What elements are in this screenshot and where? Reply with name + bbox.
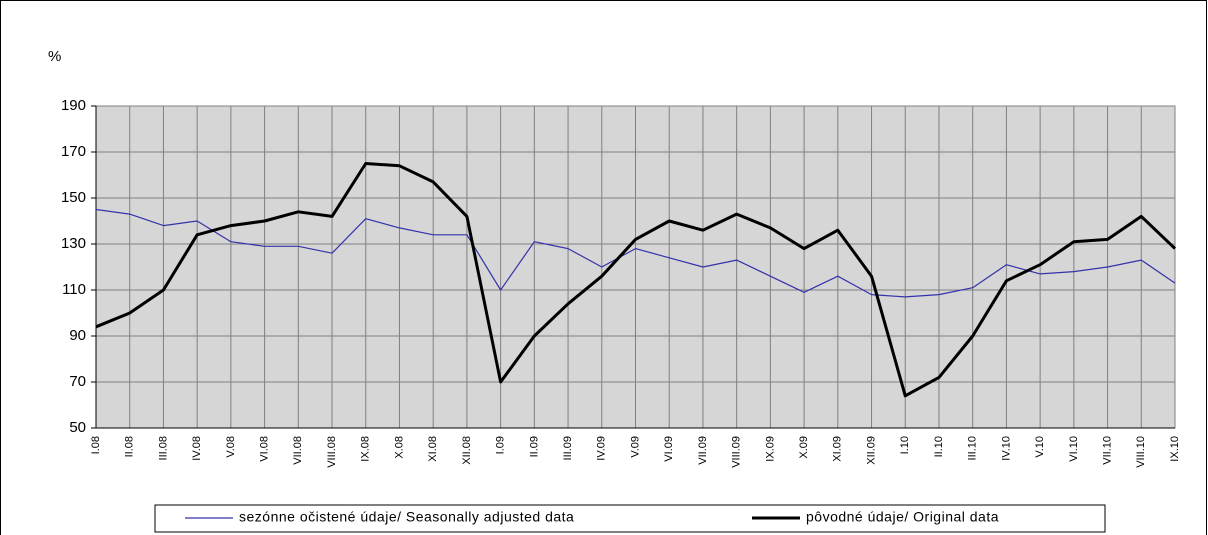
x-tick-label: I.09 (495, 436, 507, 454)
x-tick-label: IX.10 (1169, 436, 1181, 462)
x-tick-label: II.08 (124, 436, 136, 457)
y-tick-label: 190 (61, 97, 86, 114)
y-tick-label: 110 (62, 281, 86, 298)
series-line (95, 162, 1177, 398)
y-tick-label: 90 (69, 327, 86, 344)
x-tick-label: VII.08 (292, 436, 304, 465)
x-tick-label: IV.08 (191, 436, 203, 461)
x-tick-label: V.10 (1034, 436, 1046, 458)
x-tick-label: VI.08 (259, 436, 271, 462)
x-tick-label: I.10 (899, 436, 911, 454)
x-tick-label: IV.10 (1000, 436, 1012, 461)
x-tick-label: VI.09 (663, 436, 675, 462)
legend (154, 504, 1106, 533)
y-tick-label: 50 (69, 419, 86, 436)
x-tick-label: IV.09 (596, 436, 608, 461)
x-tick-label: XII.09 (865, 436, 877, 465)
legend-label: pôvodné údaje/ Original data (806, 509, 999, 525)
series-line (95, 208, 1176, 298)
x-tick-label: X.09 (798, 436, 810, 459)
x-tick-label: XI.08 (427, 436, 439, 462)
x-tick-label: II.10 (933, 436, 945, 457)
x-tick-label: III.10 (967, 436, 979, 460)
x-tick-label: IX.08 (360, 436, 372, 462)
y-tick-label: 170 (61, 143, 86, 160)
x-tick-label: VIII.10 (1135, 436, 1147, 468)
x-tick-label: V.09 (629, 436, 641, 458)
x-tick-label: VII.09 (697, 436, 709, 465)
x-tick-label: VIII.09 (731, 436, 743, 468)
x-tick-label: IX.09 (764, 436, 776, 462)
x-tick-label: VII.10 (1101, 436, 1113, 465)
x-tick-label: III.08 (157, 436, 169, 460)
x-tick-label: VIII.08 (326, 436, 338, 468)
legend-label: sezónne očistené údaje/ Seasonally adjus… (239, 509, 574, 525)
y-tick-label: 150 (61, 189, 86, 206)
y-axis-label: % (48, 48, 61, 65)
x-tick-label: X.08 (393, 436, 405, 459)
x-tick-label: III.09 (562, 436, 574, 460)
y-tick-label: 70 (69, 373, 86, 390)
x-tick-label: I.08 (90, 436, 102, 454)
x-tick-label: V.08 (225, 436, 237, 458)
x-tick-label: II.09 (528, 436, 540, 457)
x-tick-label: XII.08 (461, 436, 473, 465)
x-tick-label: VI.10 (1068, 436, 1080, 462)
y-tick-label: 130 (61, 235, 86, 252)
x-tick-label: XI.09 (832, 436, 844, 462)
